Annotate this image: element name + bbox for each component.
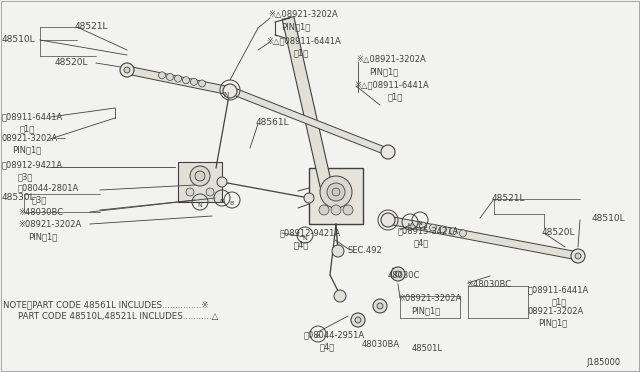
Text: （1）: （1） xyxy=(294,48,309,57)
Text: ※△08921-3202A: ※△08921-3202A xyxy=(356,55,426,64)
Text: J185000: J185000 xyxy=(586,358,620,367)
Circle shape xyxy=(182,77,189,84)
Text: （1）: （1） xyxy=(552,297,567,306)
Text: 48501L: 48501L xyxy=(412,344,443,353)
Polygon shape xyxy=(228,87,389,155)
Text: ※08921-3202A: ※08921-3202A xyxy=(18,220,81,229)
Text: N: N xyxy=(198,202,202,208)
Circle shape xyxy=(195,171,205,181)
Text: （3）: （3） xyxy=(32,195,47,204)
Text: （1）: （1） xyxy=(20,124,35,133)
Text: M: M xyxy=(408,222,412,228)
Text: PIN（1）: PIN（1） xyxy=(369,67,398,76)
Circle shape xyxy=(198,80,205,87)
Circle shape xyxy=(373,299,387,313)
Polygon shape xyxy=(178,162,222,202)
Text: 08921-3202A: 08921-3202A xyxy=(528,307,584,316)
Text: ※△08921-3202A: ※△08921-3202A xyxy=(268,10,338,19)
Circle shape xyxy=(395,271,401,277)
Text: B: B xyxy=(316,334,320,340)
Text: PART CODE 48510L,48521L INCLUDES...........△: PART CODE 48510L,48521L INCLUDES........… xyxy=(18,312,218,321)
Circle shape xyxy=(304,193,314,203)
Text: ⒲08044-2801A: ⒲08044-2801A xyxy=(18,183,79,192)
Text: ⒲08044-2951A: ⒲08044-2951A xyxy=(304,330,365,339)
Circle shape xyxy=(320,176,352,208)
Text: ※48030BC: ※48030BC xyxy=(466,280,511,289)
Circle shape xyxy=(460,230,467,237)
Text: PIN（1）: PIN（1） xyxy=(538,318,567,327)
Circle shape xyxy=(332,245,344,257)
Circle shape xyxy=(334,290,346,302)
Circle shape xyxy=(319,205,329,215)
Text: B: B xyxy=(230,201,234,205)
Text: 48521L: 48521L xyxy=(75,22,109,31)
Text: ⓐ08912-9421A: ⓐ08912-9421A xyxy=(280,228,341,237)
Circle shape xyxy=(175,75,182,82)
Bar xyxy=(309,168,363,224)
Circle shape xyxy=(429,224,436,231)
Circle shape xyxy=(449,228,456,235)
Polygon shape xyxy=(282,17,332,187)
Circle shape xyxy=(575,253,581,259)
Text: 08921-3202A―: 08921-3202A― xyxy=(2,134,67,143)
Circle shape xyxy=(440,226,447,233)
Text: ※48030BC: ※48030BC xyxy=(18,208,63,217)
Circle shape xyxy=(351,313,365,327)
Circle shape xyxy=(377,303,383,309)
Text: （4）: （4） xyxy=(294,240,309,249)
Text: 48510L: 48510L xyxy=(592,214,626,223)
Circle shape xyxy=(419,222,426,229)
Text: （4）: （4） xyxy=(320,342,335,351)
Polygon shape xyxy=(126,66,231,95)
Text: 48030C: 48030C xyxy=(388,271,420,280)
Text: PIN（1）: PIN（1） xyxy=(28,232,57,241)
Text: （4）: （4） xyxy=(414,238,429,247)
Circle shape xyxy=(217,177,227,187)
Circle shape xyxy=(190,166,210,186)
Text: 48030BA: 48030BA xyxy=(362,340,400,349)
Text: 48520L: 48520L xyxy=(55,58,88,67)
Circle shape xyxy=(120,63,134,77)
Circle shape xyxy=(186,188,194,196)
Text: ※△ⓐ08911-6441A: ※△ⓐ08911-6441A xyxy=(354,80,429,89)
Circle shape xyxy=(124,67,130,73)
Text: ※△ⓐ08911-6441A: ※△ⓐ08911-6441A xyxy=(266,36,340,45)
Circle shape xyxy=(191,78,198,85)
Circle shape xyxy=(331,205,341,215)
Circle shape xyxy=(166,73,173,80)
Circle shape xyxy=(391,267,405,281)
Text: 48520L: 48520L xyxy=(542,228,575,237)
Text: （3）: （3） xyxy=(18,172,33,181)
Circle shape xyxy=(381,213,395,227)
Text: SEC.492: SEC.492 xyxy=(348,246,383,255)
Text: ⓐ08911-6441A: ⓐ08911-6441A xyxy=(2,112,63,121)
Text: ⓐ08912-9421A: ⓐ08912-9421A xyxy=(2,160,63,169)
Text: ⓐ08911-6441A: ⓐ08911-6441A xyxy=(528,285,589,294)
Text: 48510L: 48510L xyxy=(2,35,36,44)
Circle shape xyxy=(159,72,166,79)
Text: NOTE）PART CODE 48561L INCLUDES...............※: NOTE）PART CODE 48561L INCLUDES..........… xyxy=(3,300,209,309)
Text: N: N xyxy=(223,92,228,98)
Text: （1）: （1） xyxy=(388,92,403,101)
Text: N: N xyxy=(220,199,225,203)
Circle shape xyxy=(206,188,214,196)
Circle shape xyxy=(223,84,237,98)
Text: 48561L: 48561L xyxy=(256,118,290,127)
Text: 48521L: 48521L xyxy=(492,194,525,203)
Circle shape xyxy=(355,317,361,323)
Text: N: N xyxy=(303,235,307,241)
Text: ※08921-3202A: ※08921-3202A xyxy=(398,294,461,303)
Circle shape xyxy=(381,145,395,159)
Text: ⓜ08915-3421A: ⓜ08915-3421A xyxy=(398,226,460,235)
Circle shape xyxy=(343,205,353,215)
Polygon shape xyxy=(387,216,579,260)
Text: N: N xyxy=(418,221,422,225)
Text: PIN（1）: PIN（1） xyxy=(281,22,310,31)
Circle shape xyxy=(332,188,340,196)
Circle shape xyxy=(327,183,345,201)
Text: PIN（1）: PIN（1） xyxy=(12,145,41,154)
Text: 48530L: 48530L xyxy=(2,193,36,202)
Text: PIN（1）: PIN（1） xyxy=(411,306,440,315)
Circle shape xyxy=(571,249,585,263)
